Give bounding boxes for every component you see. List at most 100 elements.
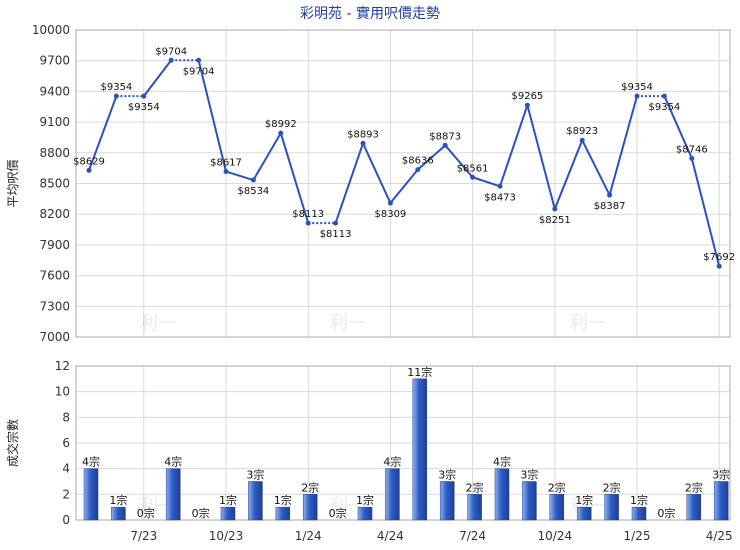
- volume-data-label: 2宗: [603, 480, 621, 494]
- volume-data-label: 1宗: [630, 493, 648, 507]
- x-tick-label: 10/23: [209, 529, 244, 543]
- price-ytick-label: 7000: [39, 330, 70, 344]
- volume-data-label: 2宗: [685, 480, 703, 494]
- price-line-segment: [389, 168, 419, 204]
- price-point: [552, 206, 558, 212]
- price-line-segment: [334, 142, 364, 224]
- price-data-label: $8617: [210, 158, 242, 169]
- volume-ytick-label: 2: [62, 487, 70, 501]
- price-ytick-label: 9100: [39, 115, 70, 129]
- x-tick-label: 4/25: [706, 529, 733, 543]
- volume-bar: [604, 494, 619, 521]
- x-tick-label: 10/24: [538, 529, 573, 543]
- price-point: [250, 177, 256, 183]
- price-data-label: $8113: [320, 229, 352, 240]
- volume-data-label: 4宗: [164, 455, 182, 469]
- price-data-label: $9704: [155, 46, 187, 57]
- price-data-label: $8746: [676, 144, 708, 155]
- price-line-segment: [88, 95, 118, 171]
- x-tick-label: 7/24: [459, 529, 486, 543]
- price-line-segment: [444, 144, 474, 178]
- price-point: [305, 220, 311, 226]
- price-point: [579, 137, 585, 143]
- price-data-label: $8309: [374, 209, 406, 220]
- price-watermark: 利一: [570, 312, 606, 334]
- price-point: [141, 93, 147, 99]
- volume-ytick-label: 12: [55, 359, 70, 373]
- price-line-segment: [581, 139, 611, 196]
- price-ytick-label: 7900: [39, 238, 70, 252]
- volume-data-label: 0宗: [329, 506, 347, 520]
- volume-bar: [631, 506, 647, 521]
- volume-bar: [111, 506, 126, 521]
- price-line-segment: [608, 95, 638, 196]
- price-data-label: $9354: [621, 82, 653, 93]
- price-ytick-label: 7600: [39, 269, 70, 283]
- price-data-label: $9354: [100, 82, 132, 93]
- price-point: [360, 140, 366, 146]
- price-line-segment: [690, 158, 721, 267]
- price-data-label: $8251: [539, 215, 571, 226]
- price-point: [442, 142, 448, 148]
- chart-title: 彩明苑 - 實用呎價走勢: [300, 5, 440, 22]
- price-line-segment: [472, 176, 501, 188]
- volume-ytick-label: 10: [55, 385, 70, 399]
- volume-ytick-label: 4: [62, 462, 70, 476]
- volume-bar: [165, 468, 181, 521]
- volume-bar: [576, 506, 592, 521]
- price-point: [196, 57, 202, 63]
- volume-data-label: 3宗: [712, 468, 730, 482]
- volume-bar: [83, 468, 99, 521]
- volume-data-label: 0宗: [657, 506, 675, 520]
- price-data-label: $8992: [265, 119, 297, 130]
- price-frame: [75, 29, 731, 338]
- price-data-label: $8473: [484, 192, 516, 203]
- volume-bar: [357, 506, 373, 521]
- volume-data-label: 1宗: [575, 493, 593, 507]
- price-data-label: $8534: [237, 186, 269, 197]
- volume-bar: [412, 378, 428, 521]
- price-point: [387, 200, 393, 206]
- volume-data-label: 4宗: [493, 455, 511, 469]
- price-line-segment: [362, 142, 392, 204]
- volume-bar: [494, 468, 510, 521]
- volume-data-label: 0宗: [137, 506, 155, 520]
- volume-data-label: 3宗: [520, 468, 538, 482]
- volume-data-label: 2宗: [466, 480, 484, 494]
- volume-bar: [220, 506, 236, 521]
- price-data-label: $8923: [566, 126, 598, 137]
- price-point: [634, 93, 640, 99]
- price-line-segment: [526, 104, 556, 210]
- price-ytick-label: 9700: [39, 54, 70, 68]
- price-data-label: $8113: [292, 209, 324, 220]
- price-ytick-label: 8200: [39, 207, 70, 221]
- price-line-segment: [225, 170, 254, 181]
- price-data-label: $8893: [347, 129, 379, 140]
- price-data-label: $7692: [703, 252, 735, 263]
- price-point: [415, 167, 421, 173]
- price-line-segment: [417, 144, 446, 171]
- price-line-segment: [279, 132, 310, 224]
- price-point: [607, 192, 613, 198]
- volume-data-label: 3宗: [438, 468, 456, 482]
- volume-ytick-label: 8: [62, 410, 70, 424]
- volume-data-label: 1宗: [274, 493, 292, 507]
- price-ytick-label: 8500: [39, 177, 70, 191]
- volume-ytick-label: 0: [62, 513, 70, 527]
- price-ytick-label: 7300: [39, 299, 70, 313]
- price-data-label: $9704: [183, 66, 215, 77]
- volume-data-label: 1宗: [356, 493, 374, 507]
- price-data-label: $9354: [128, 102, 160, 113]
- price-line-segment: [252, 132, 282, 181]
- price-line-segment: [499, 104, 529, 187]
- price-ytick-label: 8800: [39, 146, 70, 160]
- price-point: [113, 93, 119, 99]
- price-line-segment: [553, 139, 584, 210]
- price-point: [524, 102, 530, 108]
- price-data-label: $8629: [73, 156, 105, 167]
- volume-axis-label: 成交宗數: [5, 419, 20, 467]
- price-data-label: $8873: [429, 131, 461, 142]
- price-watermark: 利一: [140, 312, 176, 334]
